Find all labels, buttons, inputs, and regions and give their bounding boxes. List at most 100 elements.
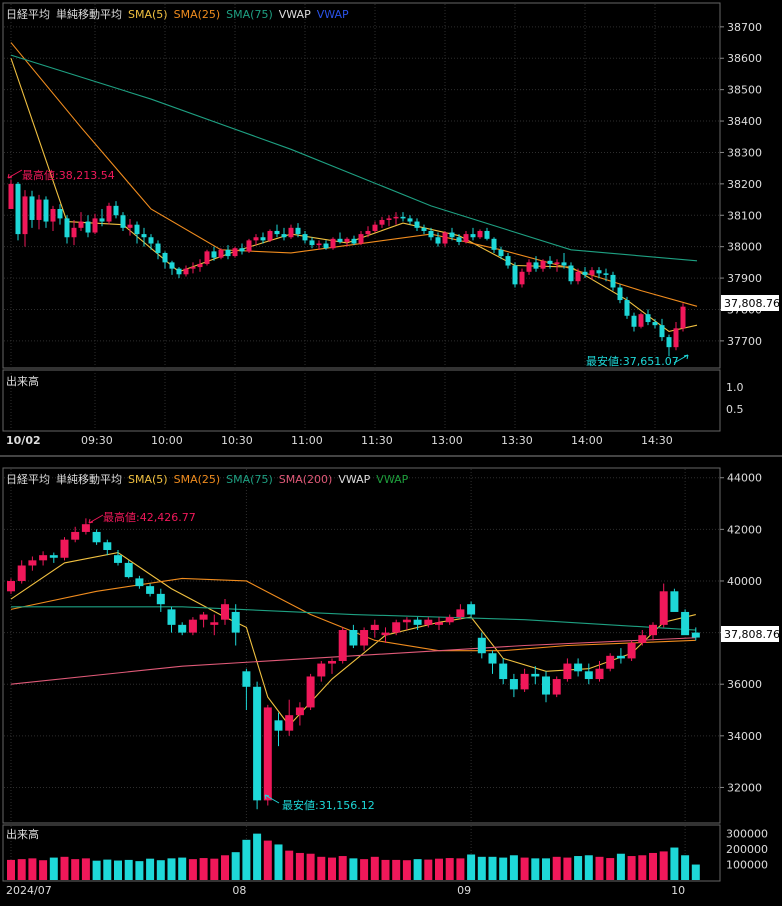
intraday-x-axis: 10/02 09:30 10:00 10:30 11:00 11:30 13:00 13:30… (6, 434, 673, 447)
daily-high-marker: 最高値:42,426.77 (88, 510, 196, 524)
volume-bar (509, 855, 518, 880)
candle-body (204, 251, 210, 264)
candle-body (190, 267, 196, 269)
candle-body (402, 619, 411, 623)
volume-bar (103, 859, 112, 880)
volume-bar (92, 860, 101, 880)
candle-body (302, 234, 308, 241)
volume-bar (199, 858, 208, 880)
volume-bar (627, 856, 636, 880)
y-tick-label: 38200 (727, 178, 762, 191)
volume-bar (381, 859, 390, 880)
candle-body (606, 655, 615, 669)
volume-bar (17, 859, 26, 880)
x-tick-label: 09:30 (81, 434, 113, 447)
legend-item: SMA(5) (128, 8, 168, 21)
candle-body (135, 578, 144, 587)
volume-bar (188, 859, 197, 880)
y-tick-label: 38300 (727, 146, 762, 159)
volume-bar (285, 850, 294, 880)
x-tick-label: 10:30 (221, 434, 253, 447)
candle-body (563, 663, 572, 680)
candle-body (155, 243, 161, 253)
volume-bar (659, 851, 668, 880)
candle-body (691, 632, 700, 638)
legend-item: 日経平均 (6, 8, 50, 21)
candle-body (372, 224, 378, 231)
candle-body (627, 642, 636, 659)
volume-bar (606, 858, 615, 880)
candle-body (253, 686, 262, 801)
daily-price-frame (2, 467, 721, 824)
legend-item: SMA(75) (226, 8, 273, 21)
candle-body (17, 565, 26, 581)
candle-body (60, 539, 69, 558)
volume-bar (178, 857, 187, 880)
candle-body (463, 234, 469, 242)
volume-bar (392, 859, 401, 880)
volume-bar (595, 856, 604, 880)
y-tick-label: 32000 (727, 781, 762, 794)
candle-body (43, 199, 49, 222)
volume-bar (424, 859, 433, 880)
candle-body (638, 314, 644, 327)
volume-bar (681, 855, 690, 880)
candle-body (595, 668, 604, 680)
intraday-volume-frame (2, 369, 721, 432)
candle-body (449, 232, 455, 238)
y-tick-label: 38400 (727, 115, 762, 128)
intraday-grid (4, 4, 720, 430)
volume-bar (39, 860, 48, 880)
volume-tick-label: 100000 (726, 859, 768, 872)
intraday-y-axis: 3770037800379003800038100382003830038400… (720, 21, 762, 348)
intraday-volume-tick: 0.5 (726, 403, 744, 416)
series-line (10, 58, 698, 333)
candle-body (210, 622, 219, 625)
daily-grid (4, 469, 720, 880)
candle-body (381, 632, 390, 636)
daily-volume-frame (2, 824, 721, 882)
volume-bar (370, 856, 379, 880)
intraday-low-marker: 最安値:37,651.07 (586, 354, 689, 368)
candle-body (148, 237, 154, 244)
candle-body (568, 265, 574, 282)
volume-bar (649, 852, 657, 880)
candle-body (337, 238, 343, 242)
candle-body (379, 219, 385, 225)
intraday-ma-lines (10, 42, 698, 333)
volume-bar (435, 858, 443, 880)
x-tick-label: 13:00 (431, 434, 463, 447)
y-tick-label: 38100 (727, 209, 762, 222)
candle-body (603, 273, 609, 275)
volume-bar (670, 847, 679, 880)
daily-legend: 日経平均 単純移動平均 SMA(5) SMA(25) SMA(75) SMA(200) VW… (6, 472, 409, 486)
y-tick-label: 38700 (727, 21, 762, 34)
daily-high-label: 最高値:42,426.77 (103, 510, 196, 524)
volume-bar (81, 858, 90, 880)
candle-body (520, 673, 529, 690)
volume-bar (231, 852, 240, 880)
volume-bar (349, 858, 358, 880)
candle-body (393, 216, 399, 219)
candle-body (582, 271, 588, 275)
candle-body (7, 580, 15, 592)
candle-body (645, 314, 651, 323)
candle-body (552, 679, 561, 695)
series-line (10, 637, 696, 685)
candle-body (106, 205, 112, 222)
legend-item: SMA(25) (174, 8, 221, 21)
legend-item: 日経平均 (6, 473, 50, 486)
volume-bar (28, 858, 37, 880)
intraday-volume-title: 出来高 (6, 374, 39, 388)
daily-candles (7, 518, 700, 810)
daily-volume-bars (7, 833, 700, 880)
volume-tick-label: 200000 (726, 843, 768, 856)
volume-bar (156, 860, 165, 880)
candle-body (316, 243, 322, 246)
candle-body (178, 624, 187, 633)
candle-body (445, 617, 454, 623)
candle-body (540, 260, 546, 269)
candle-body (428, 230, 434, 238)
volume-bar (477, 856, 486, 880)
candle-body (71, 227, 77, 238)
